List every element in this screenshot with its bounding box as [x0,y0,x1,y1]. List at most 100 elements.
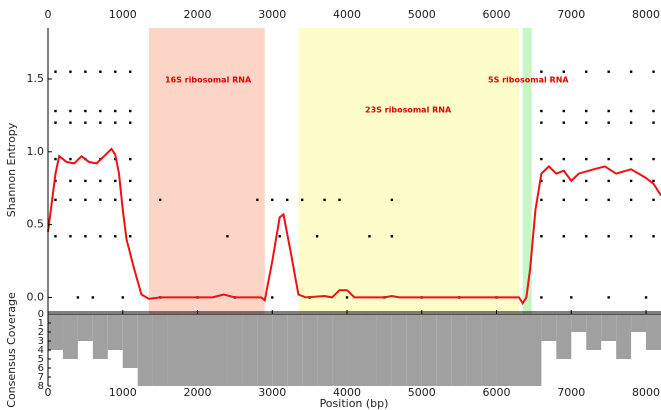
point [84,70,87,73]
point [129,235,132,238]
point [540,70,543,73]
coverage-bar [376,314,392,386]
y-tick-label: 0.0 [27,290,45,303]
point [315,235,319,238]
point [562,198,566,202]
point [129,121,132,124]
region-label: 23S ribosomal RNA [365,106,452,115]
coverage-bar [122,314,138,368]
point [562,157,566,161]
coverage-bar [571,314,587,332]
coverage-bar [436,314,452,386]
point [323,198,326,202]
point [629,198,633,202]
point [652,235,655,238]
point [540,179,543,183]
point [629,235,633,238]
point [629,121,633,124]
point [652,109,655,113]
point [121,296,124,299]
point [54,198,57,202]
coverage-bar [182,314,198,386]
coverage-bar [48,314,63,350]
coverage-bar [511,314,527,386]
x-tick-label: 7000 [557,386,585,399]
x-tick-label: 6000 [483,8,511,21]
x-tick-label: 4000 [333,8,361,21]
coverage-bar [421,314,437,386]
point [585,109,588,113]
point [54,157,57,161]
point [69,109,72,113]
point [69,121,72,124]
point [129,157,132,161]
coverage-tick-label: 2 [38,327,44,338]
x-tick-label: 4000 [333,386,361,399]
point [562,121,566,124]
point [607,198,610,202]
coverage-bar [212,314,228,386]
point [562,109,566,113]
point [114,70,117,73]
point [585,179,588,183]
point [99,70,102,73]
coverage-bar [227,314,243,386]
point [69,198,72,202]
point [368,235,371,238]
point [562,235,566,238]
coverage-bar [302,314,318,386]
coverage-bar [332,314,348,386]
coverage-bar [77,314,93,341]
point [69,235,72,238]
point [540,109,543,113]
y-tick-label: 0.5 [27,218,45,231]
point [54,121,57,124]
point [54,235,57,238]
coverage-bar [152,314,168,386]
coverage-bar [167,314,183,386]
point [652,121,655,124]
coverage-bar [601,314,617,341]
coverage-axis-label: Consensus Coverage [5,292,18,408]
coverage-tick-label: 6 [38,363,44,374]
coverage-bar [287,314,303,386]
point [562,70,566,73]
coverage-bar [317,314,333,386]
coverage-bar [616,314,632,359]
point [84,109,87,113]
coverage-bar [272,314,288,386]
x-tick-label: 3000 [258,386,286,399]
point [84,121,87,124]
coverage-bar [137,314,153,386]
coverage-bar [526,314,542,386]
x-tick-label: 5000 [408,8,436,21]
point [99,121,102,124]
point [300,198,304,202]
coverage-tick-label: 1 [38,318,44,329]
point [54,70,57,73]
point [54,109,57,113]
point [570,296,573,299]
coverage-bar [92,314,108,359]
point [158,198,162,202]
point [256,198,259,202]
point [114,109,117,113]
point [629,70,633,73]
point [607,70,610,73]
point [114,121,117,124]
x-tick-label: 2000 [184,386,212,399]
entropy-line [47,147,661,306]
x-tick-label: 0 [45,8,52,21]
coverage-bar [496,314,512,386]
point [390,198,394,202]
point [99,179,102,183]
point [91,296,95,299]
coverage-bar [107,314,123,350]
point [69,70,72,73]
point [84,198,87,202]
point [84,235,87,238]
point [99,109,102,113]
region [522,28,532,386]
x-tick-label: 6000 [483,386,511,399]
point [585,121,588,124]
